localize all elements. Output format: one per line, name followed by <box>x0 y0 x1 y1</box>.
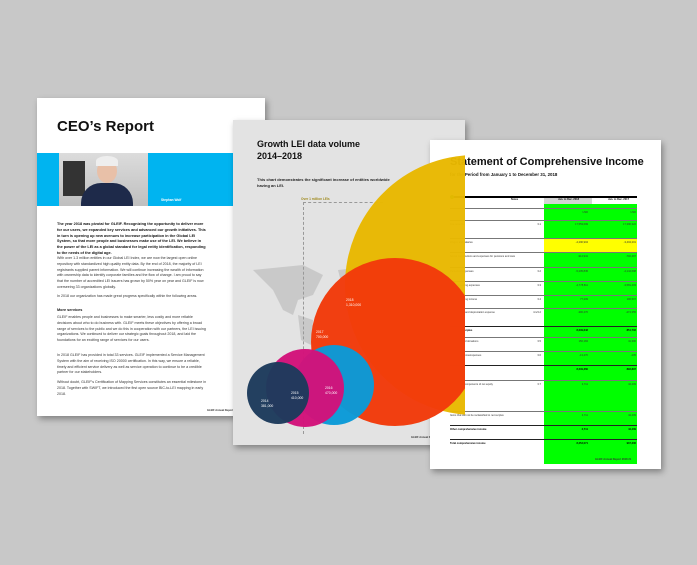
lead-paragraph: The year 2018 was pivotal for GLEIF. Rec… <box>57 222 206 255</box>
income-statement-page: Statement of Comprehensive Income for th… <box>430 140 661 469</box>
chart-page: Growth LEI data volume 2014–2018 This cha… <box>233 120 465 445</box>
paragraph: Without doubt, GLEIF's Certification of … <box>57 380 207 396</box>
ceo-report-page: CEO’s Report Stephan Wolf The year 2018 … <box>37 98 265 416</box>
paragraph: In 2018 GLEIF has provided in total 33 s… <box>57 353 205 375</box>
paragraph: In 2018 our organization has made great … <box>57 294 198 298</box>
statement-subtitle: for the Period from January 1 to Decembe… <box>450 172 558 177</box>
units-row: USD USD <box>450 208 637 214</box>
guide-line <box>303 202 304 434</box>
chart-annotation: Over 1 million LEIs <box>301 197 330 201</box>
page-footer: GLEIF Annual Report 2018 <box>411 436 444 439</box>
chart-subtitle: This chart demonstrates the significant … <box>257 177 390 188</box>
section-heading: More services <box>57 308 83 312</box>
paragraph: With over 1.3 million entities in our Gl… <box>57 256 204 289</box>
bubble-2014 <box>247 362 309 424</box>
col-notes: Notes <box>511 198 519 201</box>
col-2018: Jan. to Dec. 2018 <box>558 198 580 201</box>
table-row: Financial income/expenses 3.6 -13,470 -205 <box>450 351 637 357</box>
table-row: Items that will not be reclassified to n… <box>450 411 637 417</box>
table-row: Other operating expenses3.3-4,778,811-3,… <box>450 281 637 287</box>
table-row: Personnel expenses3.2-5,205,845-4,144,69… <box>450 267 637 273</box>
table-row: Other comprehensive income 3,711 44,409 <box>450 425 637 431</box>
page-footer: GLEIF Annual Report 2018 21 <box>595 458 632 461</box>
table-row: Total comprehensive income 8,253,071 937,3… <box>450 439 637 445</box>
paragraph: GLEIF enables people and businesses to m… <box>57 315 206 343</box>
table-row: Changes of components of net equity 3.7 3,… <box>450 380 637 386</box>
bubble-label: 2014 381,000 <box>261 399 274 408</box>
photo-caption: Stephan Wolf <box>161 198 182 202</box>
bubble-label: 2017 700,000 <box>316 330 329 339</box>
statement-title: Statement of Comprehensive Income <box>450 156 644 168</box>
bubble-label: 2015 410,000 <box>291 391 304 400</box>
highlight-yellow <box>544 238 637 252</box>
bubble-label: 2018 1,310,000 <box>346 298 362 307</box>
page-footer: GLEIF Annual Report 2018 <box>207 409 240 412</box>
bubble-label: 2016 470,000 <box>325 386 338 395</box>
page-title: CEO’s Report <box>57 118 154 135</box>
table-row: Wages and salaries-4,290,904-3,404,201 <box>450 238 637 244</box>
table-row: Social contributions and expenses for pe… <box>450 252 637 258</box>
table-row: Amortization and depreciation expense 4.1… <box>450 308 637 314</box>
col-2017: Jan. to Dec. 2017 <box>608 198 630 201</box>
ceo-photo <box>59 153 148 206</box>
guide-line <box>303 202 383 203</box>
chart-title: Growth LEI data volume 2014–2018 <box>257 139 361 161</box>
table-top-rule <box>450 196 637 198</box>
